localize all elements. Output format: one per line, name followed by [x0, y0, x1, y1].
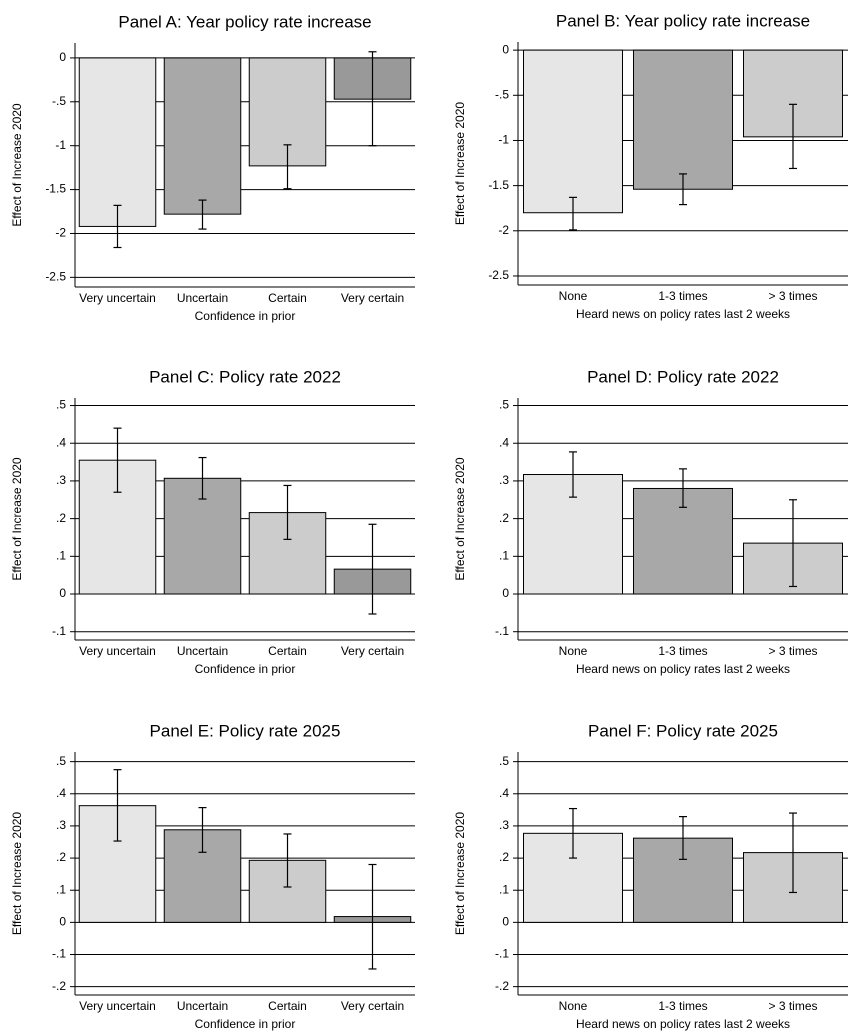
bar: [523, 49, 623, 214]
x-axis-title: Confidence in prior: [195, 662, 296, 676]
x-axis-title: Confidence in prior: [195, 309, 296, 323]
y-tick-label: .4: [499, 786, 509, 800]
y-tick-label: -1: [498, 133, 509, 147]
panel-title: Panel D: Policy rate 2022: [587, 367, 779, 386]
y-tick-label: .1: [499, 882, 509, 896]
x-tick-label: Very certain: [341, 291, 404, 305]
y-tick-label: -1: [55, 138, 66, 152]
x-axis-title: Heard news on policy rates last 2 weeks: [576, 1017, 790, 1031]
panel-title: Panel C: Policy rate 2022: [149, 367, 341, 386]
y-tick-label: -.1: [495, 624, 509, 638]
x-tick-label: Very uncertain: [79, 291, 156, 305]
y-tick-label: -.1: [52, 624, 66, 638]
y-tick-label: .2: [499, 850, 509, 864]
panel-title: Panel E: Policy rate 2025: [150, 721, 341, 740]
y-tick-label: .1: [56, 548, 66, 562]
y-tick-label: .1: [499, 548, 509, 562]
y-axis-title: Effect of Increase 2020: [453, 457, 467, 581]
panel-title: Panel B: Year policy rate increase: [556, 11, 810, 30]
y-axis-title: Effect of Increase 2020: [10, 457, 24, 581]
y-tick-label: .3: [499, 818, 509, 832]
x-tick-label: 1-3 times: [658, 999, 707, 1013]
y-axis-title: Effect of Increase 2020: [453, 102, 467, 226]
y-tick-label: -.1: [52, 947, 66, 961]
x-axis-title: Heard news on policy rates last 2 weeks: [576, 662, 790, 676]
y-tick-label: 0: [59, 586, 66, 600]
y-tick-label: 0: [502, 586, 509, 600]
x-tick-label: None: [559, 289, 588, 303]
y-tick-label: 0: [59, 915, 66, 929]
y-tick-label: -.5: [495, 87, 509, 101]
y-tick-label: 0: [59, 50, 66, 64]
y-tick-label: .5: [56, 754, 66, 768]
bar: [78, 57, 157, 227]
x-tick-label: Certain: [268, 999, 307, 1013]
x-tick-label: Very certain: [341, 999, 404, 1013]
bar: [163, 57, 242, 215]
x-tick-label: None: [559, 644, 588, 658]
bar: [633, 49, 733, 190]
panel-title: Panel F: Policy rate 2025: [588, 721, 778, 740]
y-tick-label: -1.5: [45, 182, 66, 196]
x-tick-label: Very certain: [341, 644, 404, 658]
x-tick-label: Uncertain: [177, 291, 228, 305]
x-tick-label: Uncertain: [177, 644, 228, 658]
y-tick-label: 0: [502, 915, 509, 929]
y-tick-label: 0: [502, 42, 509, 56]
y-tick-label: -.5: [52, 94, 66, 108]
x-tick-label: 1-3 times: [658, 289, 707, 303]
y-tick-label: .3: [56, 818, 66, 832]
y-tick-label: -2: [55, 226, 66, 240]
x-tick-label: Very uncertain: [79, 999, 156, 1013]
y-tick-label: -2: [498, 223, 509, 237]
y-tick-label: .2: [56, 850, 66, 864]
y-tick-label: -2.5: [488, 268, 509, 282]
y-axis-title: Effect of Increase 2020: [453, 812, 467, 936]
x-tick-label: None: [559, 999, 588, 1013]
x-tick-label: Very uncertain: [79, 644, 156, 658]
y-tick-label: -1.5: [488, 178, 509, 192]
x-tick-label: > 3 times: [768, 289, 817, 303]
y-tick-label: -.1: [495, 947, 509, 961]
y-tick-label: -2.5: [45, 270, 66, 284]
y-axis-title: Effect of Increase 2020: [10, 103, 24, 227]
y-tick-label: .2: [56, 511, 66, 525]
x-axis-title: Confidence in prior: [195, 1017, 296, 1031]
y-tick-label: .2: [499, 511, 509, 525]
y-tick-label: .4: [499, 435, 509, 449]
y-tick-label: .1: [56, 882, 66, 896]
y-tick-label: -.2: [495, 979, 509, 993]
y-tick-label: .5: [499, 754, 509, 768]
x-tick-label: > 3 times: [768, 999, 817, 1013]
y-tick-label: .5: [56, 398, 66, 412]
panel-title: Panel A: Year policy rate increase: [118, 12, 371, 31]
x-tick-label: Certain: [268, 644, 307, 658]
y-axis-title: Effect of Increase 2020: [10, 812, 24, 936]
y-tick-label: .3: [56, 473, 66, 487]
y-tick-label: .4: [56, 786, 66, 800]
x-tick-label: > 3 times: [768, 644, 817, 658]
y-tick-label: .4: [56, 435, 66, 449]
x-tick-label: 1-3 times: [658, 644, 707, 658]
x-axis-title: Heard news on policy rates last 2 weeks: [576, 307, 790, 321]
y-tick-label: .3: [499, 473, 509, 487]
x-tick-label: Uncertain: [177, 999, 228, 1013]
y-tick-label: .5: [499, 398, 509, 412]
x-tick-label: Certain: [268, 291, 307, 305]
y-tick-label: -.2: [52, 979, 66, 993]
